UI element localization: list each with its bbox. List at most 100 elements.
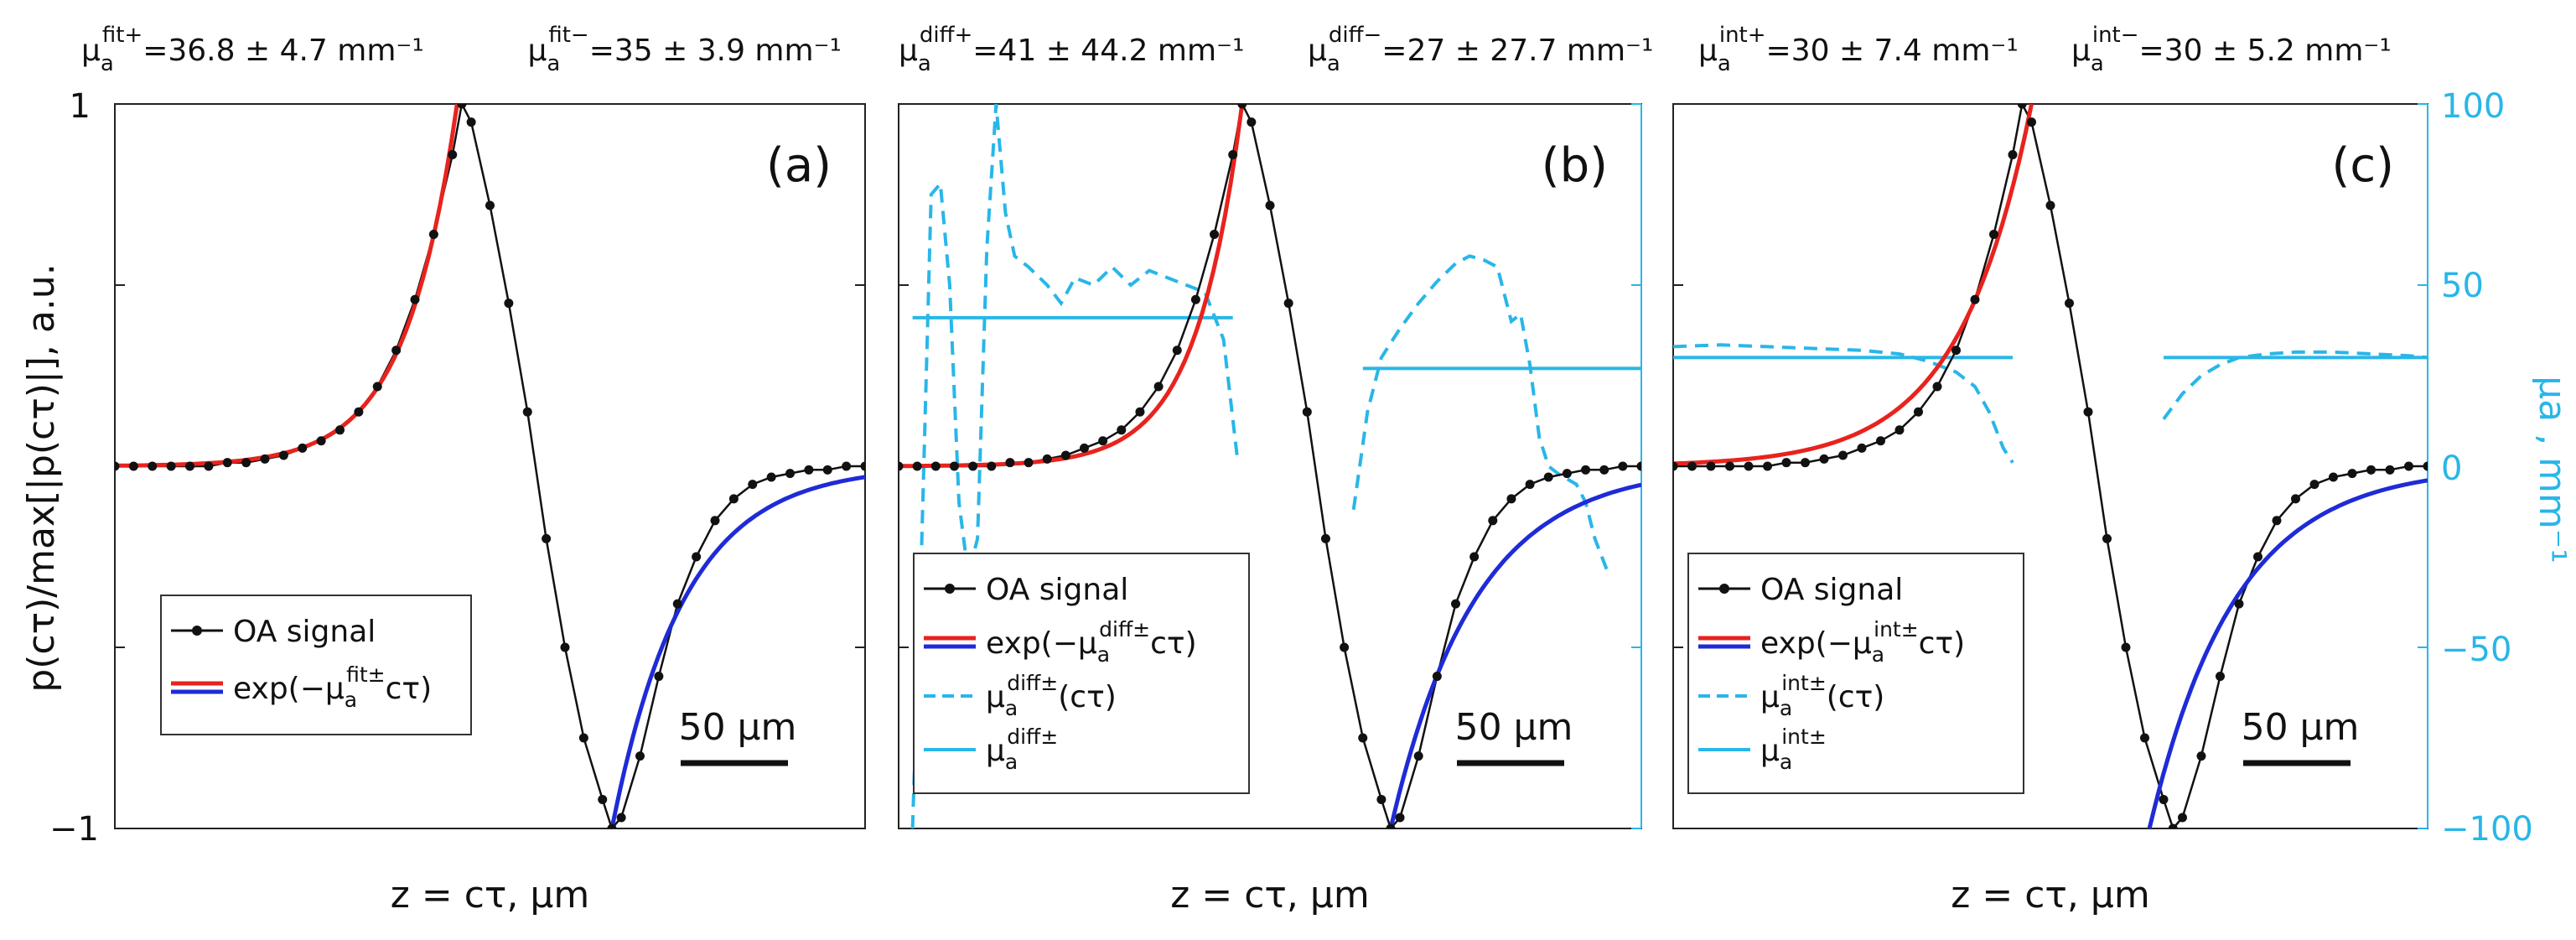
oa-signal-point	[1135, 407, 1145, 417]
oa-signal-point	[578, 733, 588, 743]
oa-signal-point	[2083, 407, 2093, 417]
oa-signal-point	[1951, 345, 1961, 356]
panel-c: (c) z = cτ, µm µaint+=30 ± 7.4 mm⁻¹ µaint−=…	[1672, 23, 2428, 917]
oa-signal-point	[1763, 461, 1772, 471]
oa-signal-point	[1432, 672, 1442, 682]
mu-annotation: µadiff+=41 ± 44.2 mm⁻¹	[899, 23, 1244, 76]
oa-signal-point	[1687, 461, 1697, 471]
legend-entry-label: µadiff±	[986, 724, 1058, 774]
oa-signal-point	[1618, 461, 1628, 471]
oa-signal-point	[260, 454, 270, 464]
mu-annotation: µafit−=35 ± 3.9 mm⁻¹	[528, 23, 842, 76]
oa-signal-point	[1970, 294, 1980, 304]
oa-signal-point	[1876, 436, 1885, 446]
exp-fit-positive	[1673, 104, 2034, 466]
oa-signal-point	[2423, 461, 2428, 471]
legend-entry-label: exp(−µaint±cτ)	[1760, 617, 1965, 667]
panel-label: (a)	[766, 138, 832, 193]
y2-tick-label: 50	[2441, 267, 2484, 305]
oa-signal-point	[2045, 200, 2055, 210]
mu-dashed-curve-right	[2162, 350, 2428, 420]
oa-signal-point	[635, 751, 645, 761]
oa-signal-point	[148, 461, 158, 471]
oa-signal-point	[1506, 494, 1516, 504]
oa-signal-point	[2329, 472, 2338, 482]
oa-signal-point	[785, 469, 795, 479]
plot-area	[115, 104, 865, 828]
oa-signal-point	[766, 472, 776, 482]
oa-signal-point	[1413, 751, 1423, 761]
oa-signal-point	[987, 461, 997, 471]
oa-signal-point	[1599, 465, 1609, 475]
legend-entry-label: OA signal	[986, 573, 1128, 607]
oa-signal-point	[485, 200, 495, 210]
oa-signal-point	[1210, 230, 1220, 240]
oa-signal-point	[1781, 458, 1791, 468]
oa-signal-point	[1060, 450, 1070, 460]
oa-signal-point	[1386, 823, 1396, 828]
oa-signal-point	[278, 450, 288, 460]
oa-signal-point	[2272, 516, 2282, 526]
oa-signal-point	[748, 480, 758, 490]
panel-a: (a) z = cτ, µm µafit+=36.8 ± 4.7 mm⁻¹ µafit…	[81, 23, 866, 917]
y2-tick-label: −100	[2441, 810, 2533, 849]
oa-signal-point	[166, 461, 176, 471]
scalebar-label: 50 µm	[679, 706, 797, 749]
scalebar-label: 50 µm	[2242, 706, 2360, 749]
mu-dashed-curve-left	[1673, 343, 2014, 464]
oa-signal-point	[692, 552, 702, 562]
oa-signal-point	[2385, 465, 2395, 475]
legend-swatch-marker	[192, 626, 202, 636]
oa-signal-point	[1706, 461, 1716, 471]
oa-signal-point	[1989, 230, 1998, 240]
oa-signal-point	[1801, 458, 1810, 468]
oa-signal-point	[1451, 599, 1460, 609]
oa-signal-point	[2121, 642, 2131, 652]
x-axis-label: z = cτ, µm	[1951, 874, 2149, 917]
oa-signal-point	[1228, 149, 1238, 159]
oa-signal-point	[1581, 465, 1591, 475]
oa-signal-point	[968, 461, 978, 471]
oa-signal-point	[448, 149, 458, 159]
oa-signal-point	[1302, 407, 1312, 417]
y2-tick-label: −50	[2441, 631, 2511, 669]
oa-signal-point	[2366, 465, 2376, 475]
oa-signal-point	[1636, 461, 1641, 471]
legend-entry-label: OA signal	[1760, 573, 1903, 607]
oa-signal-point	[949, 461, 959, 471]
oa-signal-point	[560, 642, 570, 652]
oa-signal-point	[316, 436, 326, 446]
oa-signal-point	[1247, 117, 1257, 127]
oa-signal-point	[1080, 443, 1089, 453]
oa-signal-point	[1744, 461, 1754, 471]
legend-box	[913, 553, 1250, 794]
oa-signal-point	[1005, 458, 1015, 468]
legend-entry-label: µaint±	[1760, 724, 1827, 774]
exp-fit-negative	[1388, 482, 1641, 828]
y2-axis-label: µa , mm⁻¹	[2531, 376, 2573, 563]
oa-signal-point	[607, 823, 617, 828]
mu-dashed-curve-left	[910, 104, 1240, 828]
oa-signal-point	[1525, 480, 1535, 490]
panel-label: (b)	[1542, 138, 1608, 193]
oa-signal-point	[616, 813, 626, 823]
oa-signal-point	[466, 117, 476, 127]
oa-signal-point	[1098, 436, 1108, 446]
exp-fit-negative	[609, 475, 865, 828]
oa-signal-point	[504, 299, 514, 309]
oa-signal-point	[710, 516, 720, 526]
oa-signal-point	[598, 794, 608, 804]
oa-signal-point	[391, 345, 402, 356]
oa-signal-point	[2253, 552, 2262, 562]
legend-entry-label: µaint±(cτ)	[1760, 671, 1884, 720]
y2-tick-label: 0	[2441, 449, 2462, 488]
oa-signal-point	[2140, 733, 2149, 743]
oa-signal-point	[1376, 794, 1386, 804]
oa-signal-point	[522, 407, 532, 417]
oa-signal-point	[912, 461, 922, 471]
oa-signal-point	[1340, 642, 1350, 652]
mu-dashed-curve-right	[1351, 254, 1611, 576]
oa-signal-point	[204, 461, 214, 471]
oa-signal-point	[2178, 813, 2187, 823]
oa-signal-point	[1265, 200, 1275, 210]
